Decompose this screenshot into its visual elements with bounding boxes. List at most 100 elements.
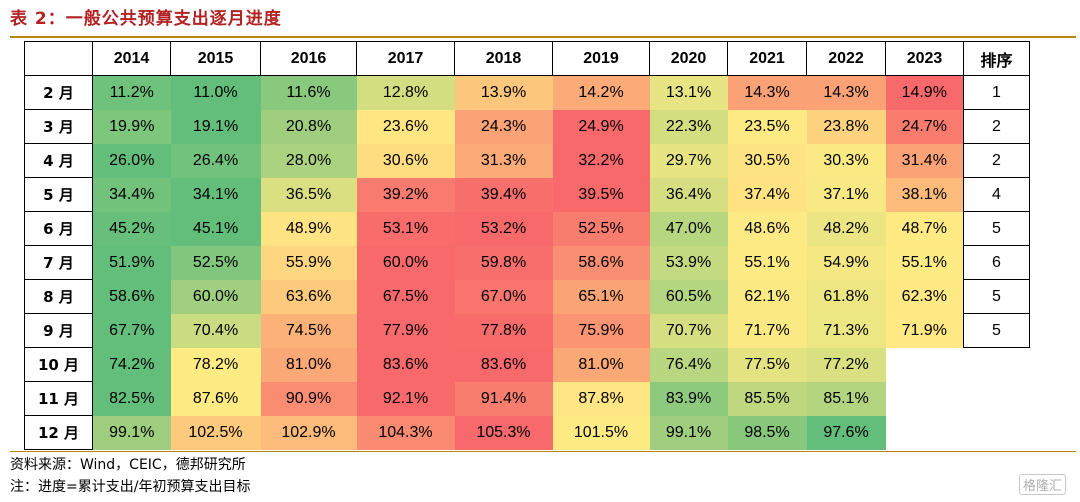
top-rule (10, 36, 1076, 38)
progress-cell: 67.5% (356, 279, 455, 314)
progress-cell: 48.6% (727, 211, 807, 246)
progress-cell: 23.5% (727, 109, 807, 144)
table-row: 12 月 99.1% 102.5% 102.9% 104.3% 105.3% 101.5% 9… (24, 415, 1030, 450)
progress-cell: 81.0% (552, 347, 650, 382)
watermark-logo: 格隆汇 (1018, 474, 1066, 495)
progress-cell: 30.5% (727, 143, 807, 178)
table-row: 3 月 19.9% 19.1% 20.8% 23.6% 24.3% 24.9% 22.3% 23… (24, 109, 1030, 144)
progress-cell: 26.4% (170, 143, 261, 178)
rank-cell: 2 (963, 143, 1030, 178)
progress-cell: 29.7% (649, 143, 728, 178)
progress-cell: 39.4% (454, 177, 553, 212)
progress-cell: 19.9% (92, 109, 171, 144)
year-header: 2021 (727, 41, 807, 76)
rank-cell: 5 (963, 313, 1030, 348)
progress-cell: 19.1% (170, 109, 261, 144)
progress-cell: 102.9% (260, 415, 357, 450)
table-row: 6 月 45.2% 45.1% 48.9% 53.1% 53.2% 52.5% 47.0% 48… (24, 211, 1030, 246)
progress-cell: 65.1% (552, 279, 650, 314)
definition-note: 注：进度=累计支出/年初预算支出目标 (10, 479, 251, 495)
rank-cell: 5 (963, 211, 1030, 246)
progress-cell: 12.8% (356, 75, 455, 110)
progress-cell: 92.1% (356, 381, 455, 416)
month-label: 4 月 (24, 143, 93, 178)
progress-cell: 32.2% (552, 143, 650, 178)
progress-cell: 76.4% (649, 347, 728, 382)
progress-cell: 91.4% (454, 381, 553, 416)
progress-cell: 77.9% (356, 313, 455, 348)
progress-cell: 82.5% (92, 381, 171, 416)
progress-cell: 52.5% (552, 211, 650, 246)
progress-cell: 14.3% (727, 75, 807, 110)
progress-cell: 38.1% (885, 177, 964, 212)
rank-cell: 4 (963, 177, 1030, 212)
month-label: 8 月 (24, 279, 93, 314)
progress-cell: 81.0% (260, 347, 357, 382)
progress-cell: 53.2% (454, 211, 553, 246)
progress-cell: 74.5% (260, 313, 357, 348)
progress-cell: 67.7% (92, 313, 171, 348)
progress-cell: 63.6% (260, 279, 357, 314)
progress-cell: 85.5% (727, 381, 807, 416)
progress-cell: 23.8% (806, 109, 886, 144)
year-header: 2020 (649, 41, 728, 76)
progress-cell: 78.2% (170, 347, 261, 382)
year-header: 2015 (170, 41, 261, 76)
progress-cell: 55.1% (885, 245, 964, 280)
progress-cell: 48.7% (885, 211, 964, 246)
progress-cell: 58.6% (92, 279, 171, 314)
progress-cell: 31.4% (885, 143, 964, 178)
progress-cell: 71.9% (885, 313, 964, 348)
progress-cell: 70.7% (649, 313, 728, 348)
progress-cell: 60.5% (649, 279, 728, 314)
year-header: 2022 (806, 41, 886, 76)
progress-cell: 30.6% (356, 143, 455, 178)
year-header: 2014 (92, 41, 171, 76)
progress-cell: 99.1% (649, 415, 728, 450)
table-row: 10 月 74.2% 78.2% 81.0% 83.6% 83.6% 81.0% 76.4% 7… (24, 347, 1030, 382)
progress-cell: 60.0% (170, 279, 261, 314)
progress-cell: 75.9% (552, 313, 650, 348)
progress-cell: 14.9% (885, 75, 964, 110)
progress-cell (885, 347, 964, 382)
progress-cell: 83.6% (356, 347, 455, 382)
progress-cell (885, 381, 964, 416)
table-row: 2 月 11.2% 11.0% 11.6% 12.8% 13.9% 14.2% 13.1% 14… (24, 75, 1030, 110)
month-label: 11 月 (24, 381, 93, 416)
progress-cell: 105.3% (454, 415, 553, 450)
progress-cell: 77.2% (806, 347, 886, 382)
progress-cell: 48.2% (806, 211, 886, 246)
rank-cell (963, 347, 1030, 382)
progress-cell: 55.9% (260, 245, 357, 280)
year-header: 2016 (260, 41, 357, 76)
bottom-rule (10, 451, 1076, 452)
progress-cell: 51.9% (92, 245, 171, 280)
progress-cell: 22.3% (649, 109, 728, 144)
progress-cell: 20.8% (260, 109, 357, 144)
progress-cell: 11.6% (260, 75, 357, 110)
progress-cell: 45.2% (92, 211, 171, 246)
progress-cell: 23.6% (356, 109, 455, 144)
month-label: 9 月 (24, 313, 93, 348)
progress-cell: 90.9% (260, 381, 357, 416)
progress-cell: 39.2% (356, 177, 455, 212)
table-title: 表 2：一般公共预算支出逐月进度 (10, 9, 282, 29)
progress-cell: 83.9% (649, 381, 728, 416)
rank-cell: 1 (963, 75, 1030, 110)
progress-cell: 26.0% (92, 143, 171, 178)
corner-header (24, 41, 93, 76)
progress-cell: 37.1% (806, 177, 886, 212)
year-header: 2023 (885, 41, 964, 76)
month-label: 12 月 (24, 415, 93, 450)
year-header: 2017 (356, 41, 455, 76)
year-header: 2018 (454, 41, 553, 76)
progress-cell: 24.3% (454, 109, 553, 144)
rank-cell: 5 (963, 279, 1030, 314)
progress-cell: 36.4% (649, 177, 728, 212)
progress-cell: 67.0% (454, 279, 553, 314)
progress-cell: 83.6% (454, 347, 553, 382)
table-row: 11 月 82.5% 87.6% 90.9% 92.1% 91.4% 87.8% 83.9% 8… (24, 381, 1030, 416)
progress-cell: 102.5% (170, 415, 261, 450)
progress-cell: 59.8% (454, 245, 553, 280)
progress-cell: 14.3% (806, 75, 886, 110)
